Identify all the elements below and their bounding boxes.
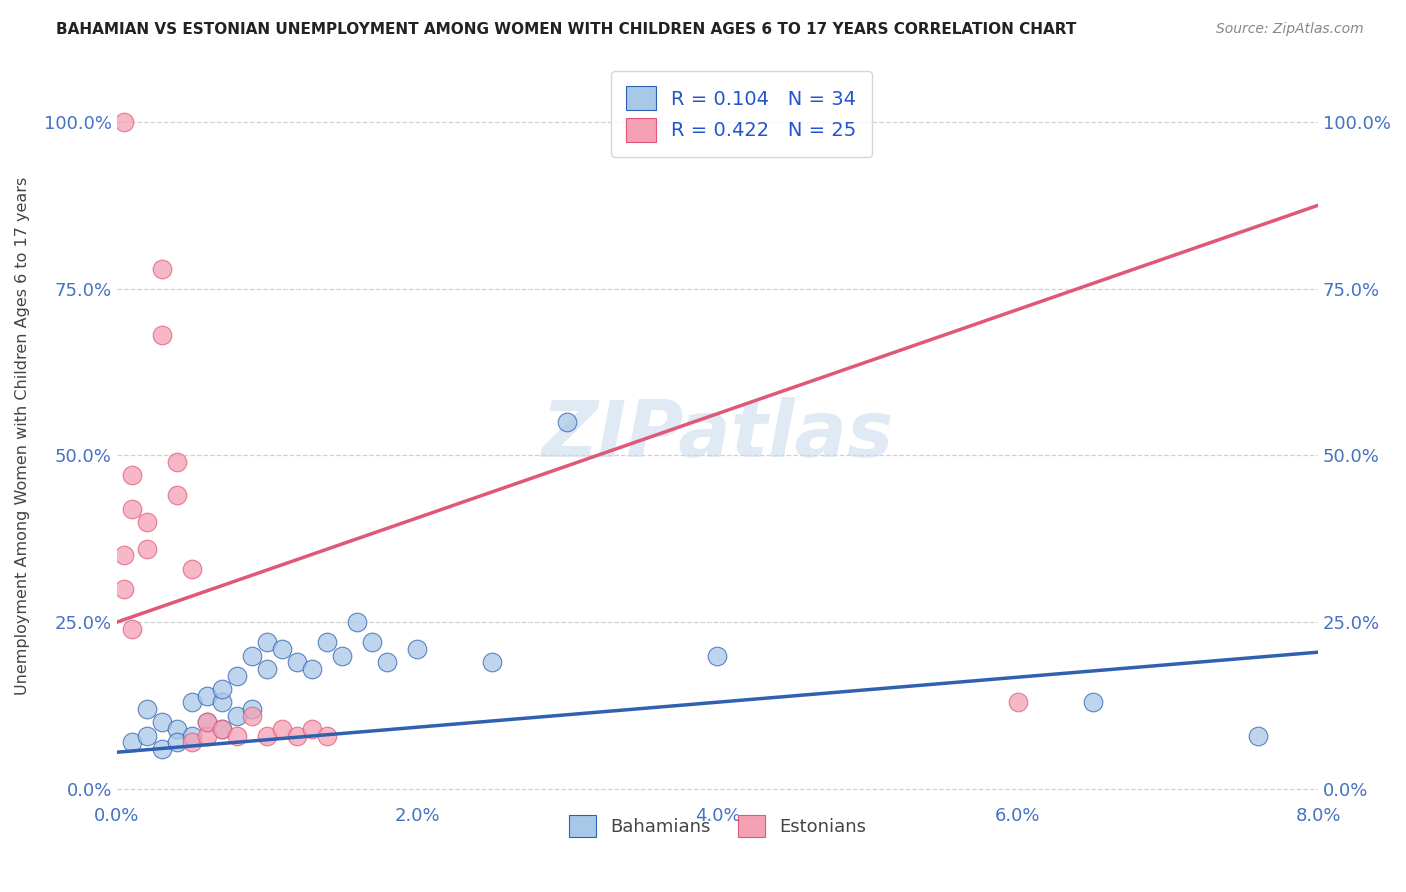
Point [706,648,728,663]
Point [112,582,135,596]
Point [195,689,218,703]
Point [150,715,173,730]
Point [166,455,188,469]
Point [301,662,323,676]
Text: BAHAMIAN VS ESTONIAN UNEMPLOYMENT AMONG WOMEN WITH CHILDREN AGES 6 TO 17 YEARS C: BAHAMIAN VS ESTONIAN UNEMPLOYMENT AMONG … [56,22,1077,37]
Point [135,729,157,743]
Point [225,668,247,682]
Point [180,695,202,709]
Point [256,635,278,649]
Point [406,641,429,656]
Point [271,722,294,736]
Y-axis label: Unemployment Among Women with Children Ages 6 to 17 years: Unemployment Among Women with Children A… [15,177,30,695]
Legend: Bahamians, Estonians: Bahamians, Estonians [561,808,873,845]
Point [316,635,339,649]
Point [211,722,233,736]
Point [211,695,233,709]
Point [285,729,308,743]
Point [195,715,218,730]
Point [180,729,202,743]
Point [166,722,188,736]
Point [180,562,202,576]
Point [150,261,173,276]
Point [121,735,143,749]
Point [481,655,503,669]
Point [195,729,218,743]
Point [285,655,308,669]
Point [1247,729,1270,743]
Point [195,715,218,730]
Point [225,729,247,743]
Point [121,468,143,483]
Text: ZIPatlas: ZIPatlas [541,398,894,474]
Point [375,655,398,669]
Point [240,708,263,723]
Point [346,615,368,629]
Point [180,735,202,749]
Point [240,648,263,663]
Point [150,328,173,343]
Point [135,702,157,716]
Point [316,729,339,743]
Point [211,722,233,736]
Point [112,549,135,563]
Point [361,635,384,649]
Point [135,541,157,556]
Point [240,702,263,716]
Point [135,515,157,529]
Point [121,501,143,516]
Point [166,735,188,749]
Point [112,115,135,129]
Point [166,488,188,502]
Point [211,681,233,696]
Text: Source: ZipAtlas.com: Source: ZipAtlas.com [1216,22,1364,37]
Point [271,641,294,656]
Point [121,622,143,636]
Point [1081,695,1104,709]
Point [301,722,323,736]
Point [555,415,578,429]
Point [1007,695,1029,709]
Point [256,662,278,676]
Point [330,648,353,663]
Point [256,729,278,743]
Point [225,708,247,723]
Point [150,742,173,756]
